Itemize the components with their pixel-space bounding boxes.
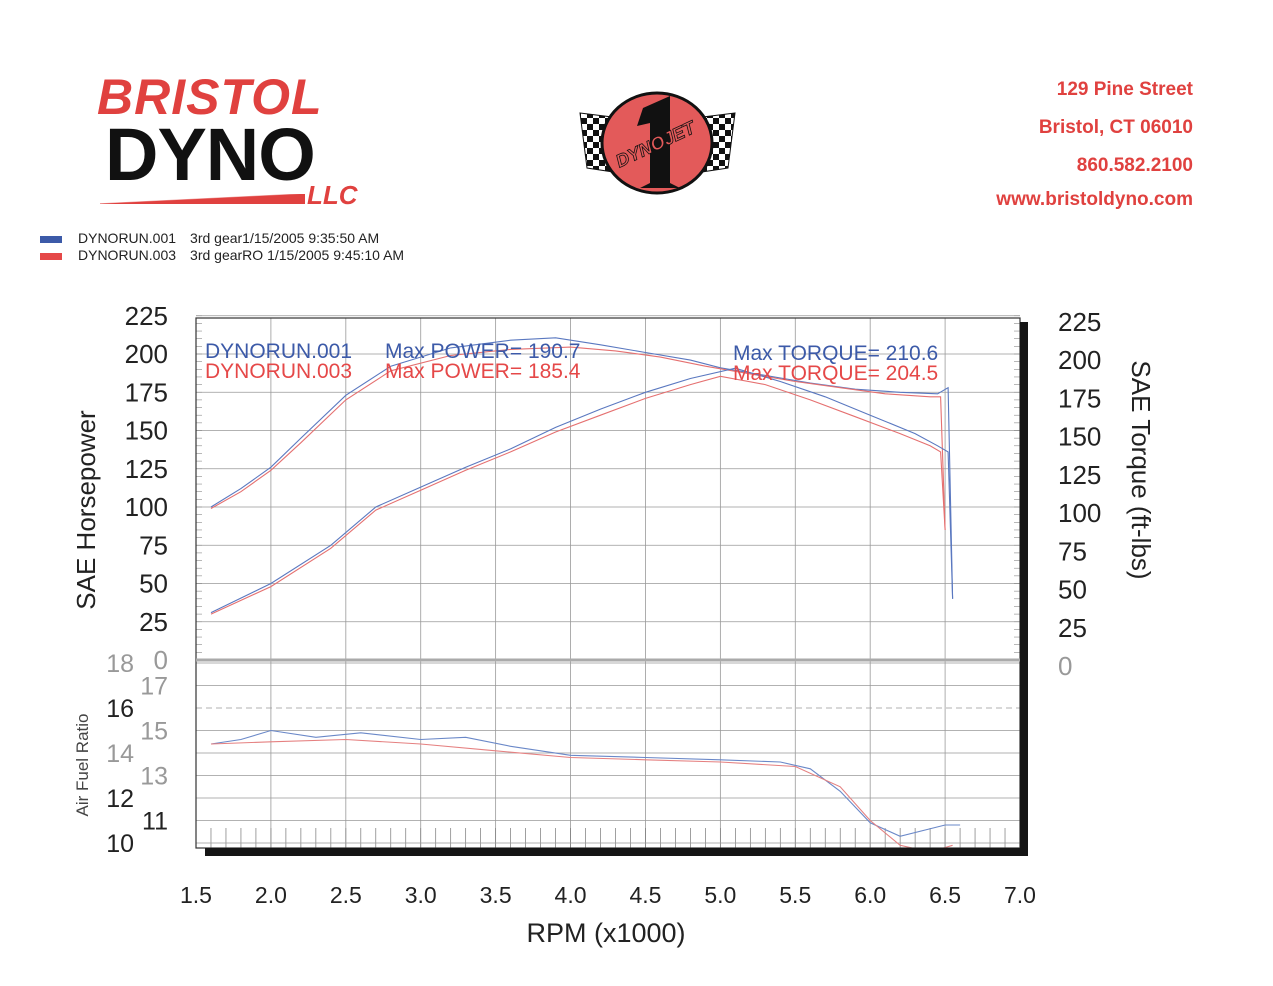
afr-tick-label: 11 <box>142 808 168 836</box>
x-tick-label: 2.5 <box>330 882 362 908</box>
x-tick-label: 6.5 <box>929 882 961 908</box>
y-left-tick-label: 0 <box>154 645 168 675</box>
y-right-tick-label: 150 <box>1058 422 1101 452</box>
logo-bristol: BRISTOL <box>97 69 323 125</box>
legend-swatch-blue <box>40 235 62 243</box>
afr-tick-label: 16 <box>106 695 134 723</box>
bristol-dyno-logo: BRISTOL DYNO LLC <box>95 68 370 213</box>
afr-tick-label: 17 <box>140 673 168 701</box>
x-tick-label: 3.5 <box>480 882 512 908</box>
address-website[interactable]: www.bristoldyno.com <box>996 189 1193 210</box>
y-left-tick-label: 75 <box>139 530 168 560</box>
y-left-tick-label: 150 <box>125 416 168 446</box>
legend-desc: 3rd gearRO 1/15/2005 9:45:10 AM <box>190 247 405 263</box>
series-afr-line-1 <box>210 738 953 848</box>
x-tick-label: 6.0 <box>854 882 886 908</box>
afr-tick-label: 12 <box>106 785 134 813</box>
address-city: Bristol, CT 06010 <box>1038 117 1193 138</box>
y-right-tick-label: 225 <box>1058 307 1101 337</box>
series-torque-line-0 <box>210 337 954 599</box>
series-torque-line-1 <box>210 346 946 531</box>
y-right-tick-label: 25 <box>1058 613 1087 643</box>
x-tick-label: 3.0 <box>405 882 437 908</box>
y-left-tick-label: 175 <box>125 377 168 407</box>
y-right-tick-label: 0 <box>1058 651 1072 681</box>
annotation-run2-name: DYNORUN.003 <box>205 360 352 383</box>
y-left-tick-label: 50 <box>139 569 168 599</box>
legend-run: DYNORUN.003 <box>78 247 177 263</box>
address-street: 129 Pine Street <box>1056 79 1193 100</box>
annotation-run1-torque: Max TORQUE= 210.6 <box>733 342 938 365</box>
dynojet-logo: DYNOJET <box>575 88 740 198</box>
x-tick-label: 1.5 <box>180 882 212 908</box>
x-tick-label: 7.0 <box>1004 882 1036 908</box>
address-phone: 860.582.2100 <box>1076 155 1193 176</box>
plot-frame <box>195 317 1021 849</box>
afr-tick-label: 15 <box>140 718 168 746</box>
annotation-run2-torque: Max TORQUE= 204.5 <box>733 362 938 385</box>
logo-llc: LLC <box>307 180 358 210</box>
x-tick-label: 5.0 <box>704 882 736 908</box>
annotation-run1-power: Max POWER= 190.7 <box>385 340 581 363</box>
annotation-run2-power: Max POWER= 185.4 <box>385 360 581 383</box>
series-power-line-2 <box>210 367 954 614</box>
y-left-tick-label: 25 <box>139 607 168 637</box>
frame-shadow-right <box>1020 322 1028 854</box>
y-right-tick-label: 50 <box>1058 575 1087 605</box>
legend-swatch-red <box>40 252 62 260</box>
legend-desc: 3rd gear1/15/2005 9:35:50 AM <box>190 230 380 246</box>
series-power-line-3 <box>210 375 946 615</box>
annotation-run1-name: DYNORUN.001 <box>205 340 352 363</box>
afr-tick-label: 18 <box>106 650 134 678</box>
frame-shadow-bottom <box>205 848 1028 856</box>
x-tick-label: 2.0 <box>255 882 287 908</box>
afr-tick-label: 13 <box>140 763 168 791</box>
legend-item-run1: DYNORUN.001 3rd gear1/15/2005 9:35:50 AM <box>40 230 379 246</box>
logo-swoosh <box>100 194 305 204</box>
y-left-tick-label: 200 <box>125 339 168 369</box>
legend-run: DYNORUN.001 <box>78 230 177 246</box>
y-left-tick-label: 100 <box>125 492 168 522</box>
x-tick-label: 5.5 <box>779 882 811 908</box>
y-axis-right-title: SAE Torque (ft-lbs) <box>1126 360 1156 579</box>
y-right-tick-label: 175 <box>1058 383 1101 413</box>
legend-item-run2: DYNORUN.003 3rd gearRO 1/15/2005 9:45:10 … <box>40 247 404 263</box>
y-left-tick-label: 125 <box>125 454 168 484</box>
y-right-tick-label: 100 <box>1058 498 1101 528</box>
x-tick-label: 4.5 <box>629 882 661 908</box>
y-right-tick-label: 200 <box>1058 345 1101 375</box>
x-tick-label: 4.0 <box>555 882 587 908</box>
y-axis-left-title: SAE Horsepower <box>71 410 101 610</box>
x-axis-title: RPM (x1000) <box>526 918 685 948</box>
y-left-tick-label: 225 <box>125 301 168 331</box>
y-right-tick-label: 125 <box>1058 460 1101 490</box>
y-axis-afr-title: Air Fuel Ratio <box>73 714 92 817</box>
logo-dyno: DYNO <box>105 113 316 196</box>
afr-tick-label: 10 <box>106 830 134 858</box>
y-right-tick-label: 75 <box>1058 536 1087 566</box>
afr-tick-label: 14 <box>106 740 134 768</box>
